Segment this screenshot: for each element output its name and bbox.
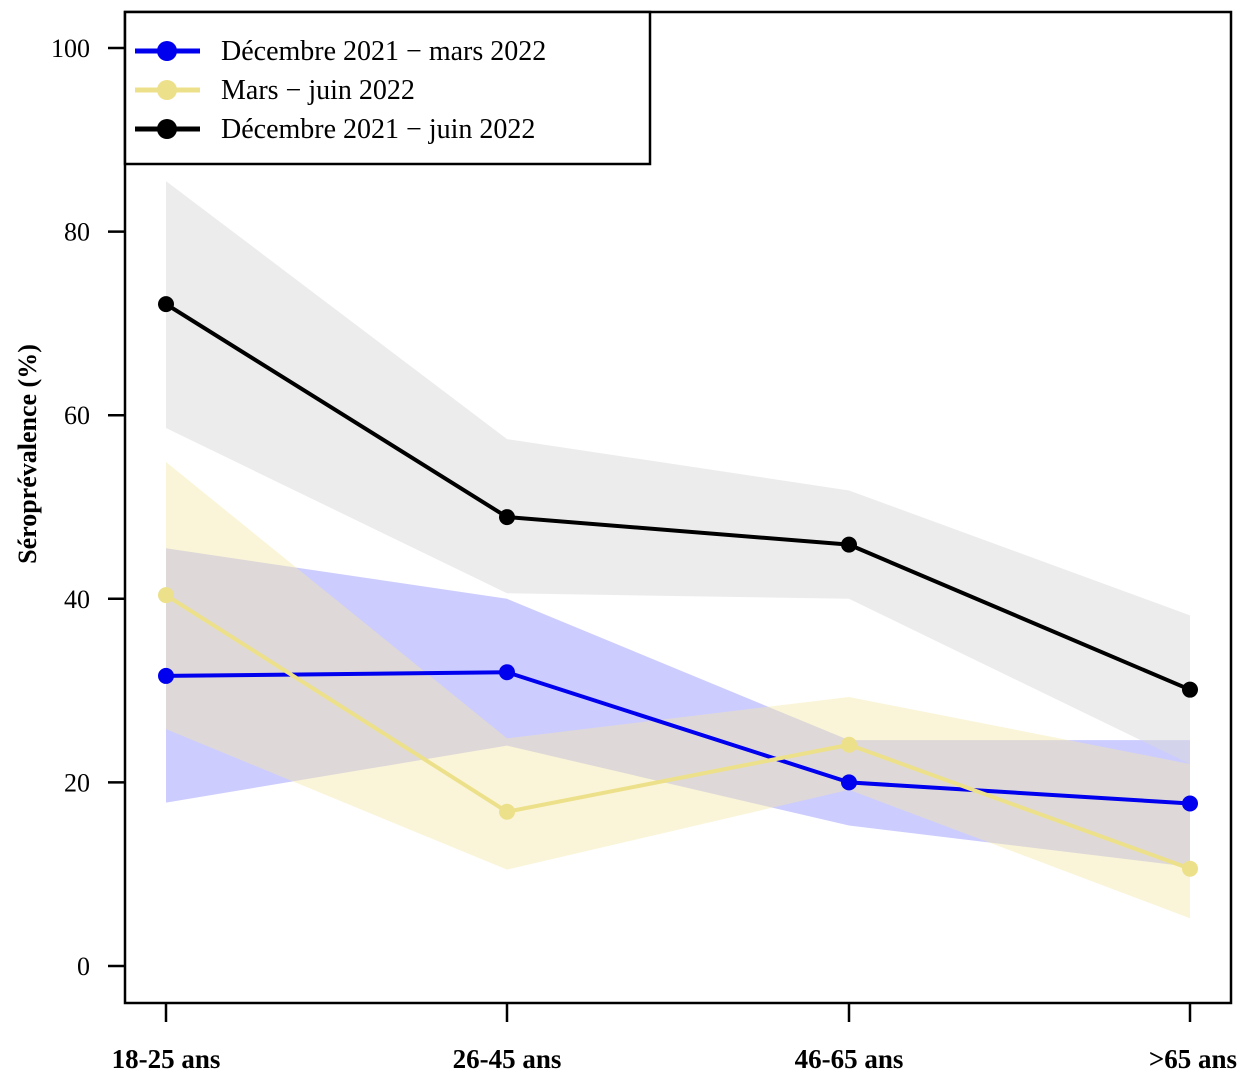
x-tick-label-65-ans: >65 ans: [1149, 1044, 1237, 1074]
y-tick-label-100: 100: [51, 34, 90, 63]
legend-item-1-marker-swatch: [157, 41, 177, 61]
y-axis-label: Séroprévalence (%): [13, 344, 42, 564]
series-3-point-65-ans: [1182, 681, 1198, 698]
x-tick-label-26-45-ans: 26-45 ans: [453, 1044, 562, 1074]
legend-box: [123, 10, 652, 166]
confidence-bands: [166, 181, 1190, 919]
series-2-confidence-band: [166, 462, 1190, 919]
y-tick-label-80: 80: [64, 218, 90, 247]
legend-item-2-label: Mars − juin 2022: [221, 75, 415, 106]
y-tick-label-20: 20: [64, 768, 90, 797]
series-2-line: [164, 593, 1191, 871]
series-1-line: [165, 670, 1191, 806]
series-lines: [164, 302, 1191, 871]
series-2-point-65-ans: [1182, 860, 1198, 877]
series-2-point-18-25-ans: [158, 587, 174, 604]
x-tick-label-18-25-ans: 18-25 ans: [112, 1044, 221, 1074]
legend-item-3-marker-swatch: [157, 119, 177, 139]
y-axis: 0 20 40 60 80 100: [51, 34, 125, 981]
legend-item-1-label: Décembre 2021 − mars 2022: [221, 36, 546, 67]
y-tick-label-0: 0: [77, 952, 90, 981]
legend-item-3-label: Décembre 2021 − juin 2022: [221, 114, 535, 145]
series-points: [158, 296, 1198, 877]
series-1-point-65-ans: [1182, 795, 1198, 812]
series-3-point-18-25-ans: [158, 296, 174, 313]
series-1-point-18-25-ans: [158, 667, 174, 684]
series-3-point-46-65-ans: [841, 536, 857, 553]
series-3-line: [164, 302, 1191, 692]
series-3-confidence-band: [166, 181, 1190, 765]
series-1-point-46-65-ans: [841, 774, 857, 791]
y-tick-label-60: 60: [64, 401, 90, 430]
plot-frame: [123, 10, 1233, 1005]
y-tick-label-40: 40: [64, 585, 90, 614]
legend-item-2-marker-swatch: [157, 80, 177, 100]
x-tick-label-46-65-ans: 46-65 ans: [795, 1044, 904, 1074]
series-1-point-26-45-ans: [499, 664, 515, 681]
series-3-point-26-45-ans: [499, 509, 515, 526]
legend: Décembre 2021 − mars 2022 Mars − juin 202…: [123, 10, 652, 166]
series-2-point-26-45-ans: [499, 803, 515, 820]
x-axis: 18-25 ans 26-45 ans 46-65 ans >65 ans: [112, 1003, 1237, 1074]
series-2-point-46-65-ans: [841, 736, 857, 753]
